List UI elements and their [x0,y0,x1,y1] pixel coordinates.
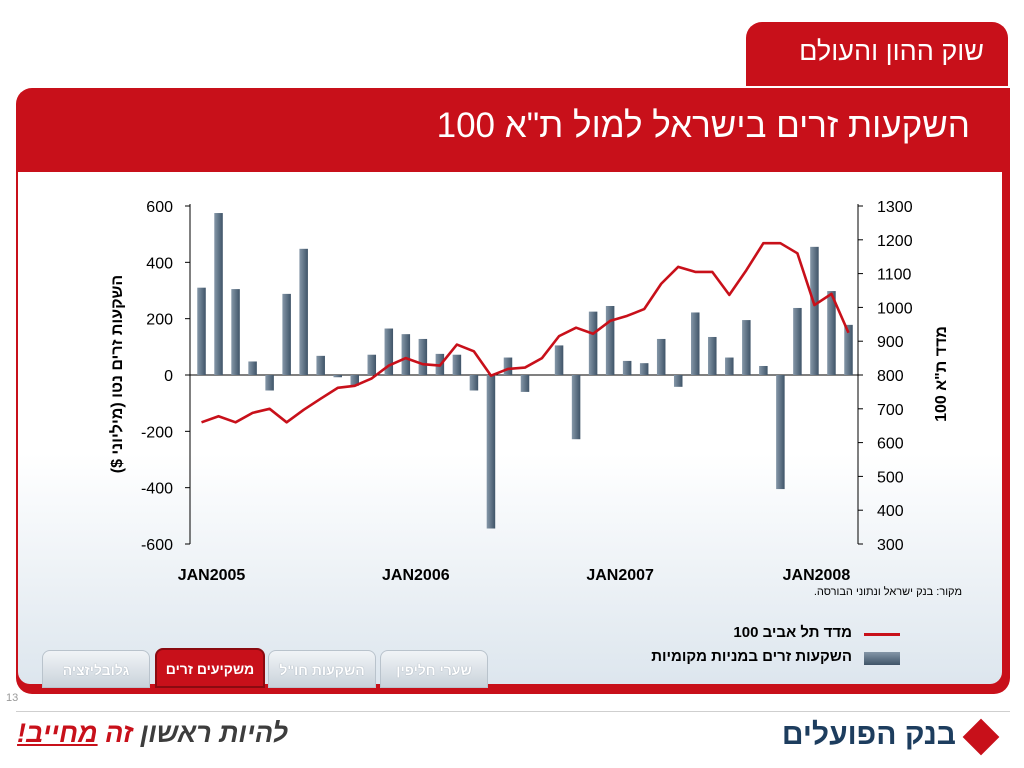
right-tick-label: 600 [877,436,904,453]
bar [588,311,598,375]
footer-divider [16,711,1010,712]
right-tick-label: 1100 [877,267,912,284]
bar [265,375,274,391]
section-title: שוק ההון והעולם [746,22,1008,86]
brand-logo-icon [962,718,1000,756]
bar [282,293,291,375]
left-tick-label: 600 [146,199,173,216]
left-tick-label: 400 [146,255,173,272]
bar [384,328,394,375]
bar [656,338,666,375]
legend-label-index: מדד תל אביב 100 [733,624,852,641]
bar [520,375,530,392]
bar [622,360,632,375]
bar [503,357,513,375]
chart-panel [18,172,1002,684]
left-tick-label: -400 [141,481,173,498]
right-tick-label: 900 [877,334,904,351]
legend-swatch-line [864,633,900,636]
tab-foreign-investors[interactable]: משקיעים זרים [155,648,265,688]
bar [639,363,649,375]
tab-globalization[interactable]: גלובליזציה [42,650,150,688]
bar [793,307,802,375]
bar [827,291,836,375]
brand: בנק הפועלים [780,718,1002,760]
bar [367,354,377,375]
bar [810,246,819,375]
bar [708,336,717,375]
x-tick-label: JAN2007 [586,567,654,584]
slogan: להיות ראשון זה מחייב! [17,718,288,760]
bar [197,287,206,375]
bar [231,289,240,375]
right-tick-label: 500 [877,469,904,486]
bar [554,345,564,375]
bar [486,375,496,529]
source-note: מקור: בנק ישראל ונתוני הבורסה. [813,586,962,598]
bar [571,375,581,440]
right-tick-label: 1300 [877,199,913,216]
bar [776,375,785,490]
bar [742,320,751,375]
slide-title: השקעות זרים בישראל למול ת"א 100 [436,106,970,145]
slogan-part-1: להיות ראשון [140,718,288,748]
bar [401,334,411,375]
bar [214,213,223,375]
bar [350,375,359,386]
right-tick-label: 700 [877,402,904,419]
left-tick-label: -600 [141,537,173,554]
legend-label-investment: השקעות זרים במניות מקומיות [651,648,852,665]
x-tick-label: JAN2006 [382,567,450,584]
right-tick-label: 1200 [877,233,913,250]
slogan-part-2: זה [105,718,133,748]
index-line [201,241,850,424]
right-tick-label: 1000 [877,300,913,317]
brand-name: בנק הפועלים [781,718,956,751]
bar [673,375,683,387]
legend-item-investment: השקעות זרים במניות מקומיות [560,648,900,670]
tab-exchange-rates[interactable]: שערי חליפין [380,650,488,688]
legend-swatch-bar [864,652,900,665]
bar [452,354,462,375]
bar [248,361,257,375]
bar [418,338,428,375]
slogan-part-3: מחייב! [17,718,98,748]
left-tick-label: -200 [141,424,173,441]
bar [844,324,853,375]
right-axis-title: מדד ת"א 100 [933,326,950,422]
legend-item-index: מדד תל אביב 100 [560,624,900,646]
bar [299,248,308,375]
x-tick-label: JAN2008 [783,567,851,584]
bar [691,312,700,375]
bar [333,375,342,378]
left-tick-label: 0 [164,368,173,385]
page-number: 13 [6,692,19,704]
right-tick-label: 800 [877,368,904,385]
left-axis-title: השקעות זרים נטו (מיליוני $) [108,275,126,474]
bar [316,355,325,375]
bar [469,375,479,391]
tab-foreign-investments[interactable]: השקעות חו"ל [268,650,376,688]
bar [725,357,734,375]
left-tick-label: 200 [146,312,173,329]
x-tick-label: JAN2005 [178,567,246,584]
bar [759,365,768,375]
right-tick-label: 400 [877,503,904,520]
right-tick-label: 300 [877,537,904,554]
bar [605,305,615,375]
